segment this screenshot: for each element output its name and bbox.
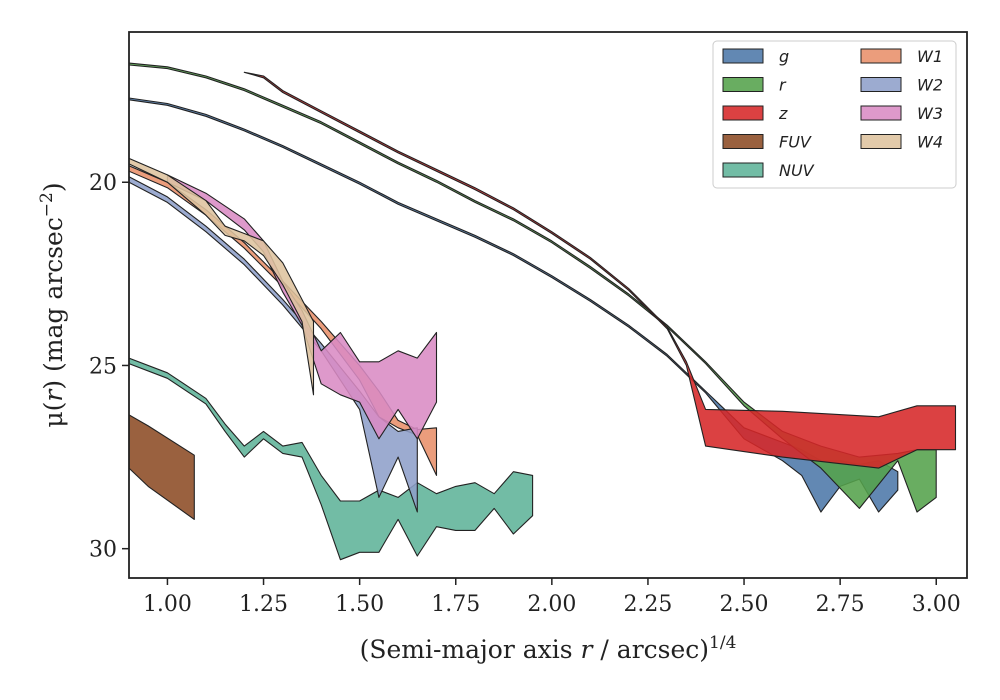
band-w2: [129, 176, 418, 513]
x-tick-label: 1.25: [239, 592, 288, 617]
legend: grz FUV NUV W1 W2 W3 W4: [712, 40, 957, 189]
y-axis-label-sup: −2: [37, 192, 57, 217]
y-axis-label: μ(r) (mag arcsec−2): [37, 182, 68, 427]
legend-swatch-w3: [860, 105, 902, 121]
legend-label-nuv: NUV: [779, 161, 815, 180]
legend-label-g: g: [779, 47, 789, 66]
legend-swatch-nuv: [722, 162, 764, 178]
band-z: [243, 71, 957, 469]
legend-label-w1: W1: [917, 47, 943, 66]
x-tick-label: 2.25: [623, 592, 672, 617]
x-tick-label: 2.75: [816, 592, 865, 617]
legend-swatch-g: [722, 48, 764, 64]
legend-swatch-z: [722, 105, 764, 121]
x-axis-label: (Semi-major axis r / arcsec)1/4: [360, 633, 737, 664]
x-axis-label-main: (Semi-major axis: [360, 635, 581, 664]
y-axis-label-main: μ(: [39, 402, 68, 428]
y-axis-label-end: ): [39, 182, 68, 192]
band-fuv: [129, 414, 195, 520]
legend-swatch-w2: [860, 77, 902, 92]
band-r: [129, 62, 937, 513]
x-tick-label: 2.50: [720, 592, 769, 617]
legend-label-z: z: [778, 104, 788, 123]
legend-swatch-w4: [860, 134, 902, 149]
plot-frame: [128, 31, 968, 579]
legend-label-w4: W4: [917, 133, 943, 152]
y-axis-label-rest: ) (mag arcsec: [39, 217, 68, 390]
y-axis-label-var: r: [39, 388, 68, 402]
x-tick-label: 3.00: [912, 592, 961, 617]
legend-label-fuv: FUV: [779, 133, 812, 152]
ticks-layer: 1.00 1.25 1.50 1.75 2.00 2.25 2.50 2.75 3.00 20 25…: [89, 171, 961, 617]
y-tick-label: 20: [89, 171, 117, 196]
series-layer: [129, 62, 957, 561]
legend-label-w3: W3: [917, 104, 943, 123]
x-tick-label: 1.75: [431, 592, 480, 617]
y-tick-label: 25: [89, 354, 117, 379]
band-nuv: [129, 357, 534, 561]
band-w4: [129, 157, 315, 396]
x-tick-label: 1.00: [143, 592, 192, 617]
band-g: [129, 97, 899, 513]
x-tick-label: 2.00: [527, 592, 576, 617]
legend-label-w2: W2: [917, 76, 943, 95]
y-tick-label: 30: [89, 538, 117, 563]
legend-swatch-fuv: [722, 134, 764, 149]
x-axis-label-rest: / arcsec): [592, 635, 709, 664]
x-axis-label-var: r: [581, 635, 595, 664]
x-axis-label-sup: 1/4: [709, 633, 736, 653]
legend-swatch-w1: [860, 48, 902, 64]
x-tick-label: 1.50: [335, 592, 384, 617]
legend-swatch-r: [722, 77, 764, 92]
legend-label-r: r: [779, 76, 787, 95]
